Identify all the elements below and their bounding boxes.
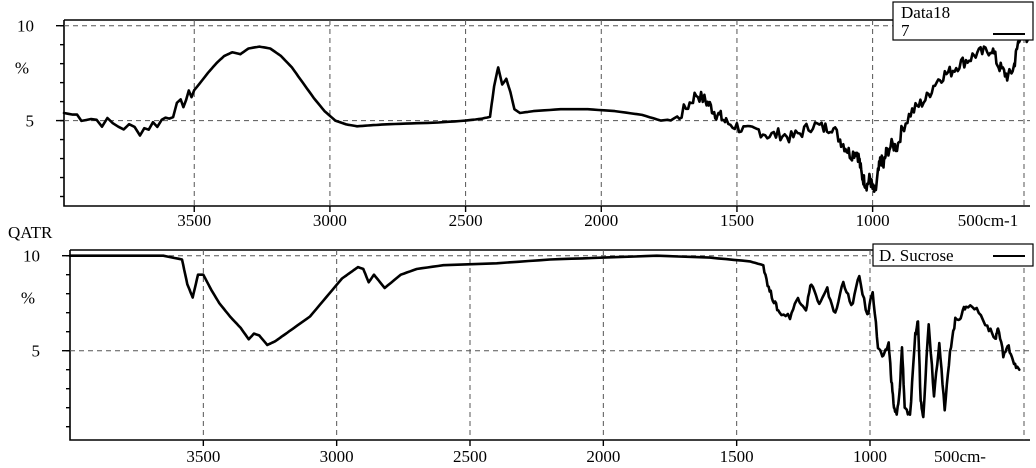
- series-line-data18: [62, 19, 1032, 193]
- x-tick-label: 1000: [853, 447, 887, 466]
- x-tick-label: 3500: [177, 211, 211, 230]
- x-tick-label: 2000: [586, 447, 620, 466]
- x-tick-label: 3500: [186, 447, 220, 466]
- x-tick-label: 1500: [720, 211, 754, 230]
- x-unit-label: 500cm-1: [958, 211, 1018, 230]
- y-tick-label: 10: [23, 247, 40, 266]
- legend-label: Data18: [901, 3, 950, 22]
- legend-label: D. Sucrose: [879, 246, 954, 265]
- x-tick-label: 1000: [856, 211, 890, 230]
- top-spectrum-panel: 3500 3000 2500 2000 1500 1000 500cm-1 10 5% Data1…: [15, 1, 1034, 230]
- y-axis-label: %: [21, 289, 35, 308]
- y-axis-label: %: [15, 58, 29, 77]
- legend-sublabel: 7: [901, 21, 910, 40]
- x-tick-label: 2500: [453, 447, 487, 466]
- series-line-sucrose: [68, 254, 1021, 419]
- y-tick-label: 10: [17, 17, 34, 36]
- legend-box: [872, 243, 1034, 267]
- x-tick-label: 3000: [320, 447, 354, 466]
- axis-frame: [69, 250, 1030, 441]
- x-tick-label: 2500: [449, 211, 483, 230]
- axis-frame: [63, 20, 1030, 207]
- x-tick-label: 3000: [313, 211, 347, 230]
- x-tick-label: 1500: [720, 447, 754, 466]
- y-tick-label: 5: [32, 342, 41, 361]
- x-unit-label: 500cm-: [934, 447, 986, 466]
- y-tick-label: 5: [26, 112, 35, 131]
- bottom-spectrum-panel: 3500 3000 2500 2000 1500 1000 500cm- 10 5% QATR D.…: [8, 223, 1034, 466]
- x-tick-label: 2000: [584, 211, 618, 230]
- panel-left-label: QATR: [8, 223, 53, 242]
